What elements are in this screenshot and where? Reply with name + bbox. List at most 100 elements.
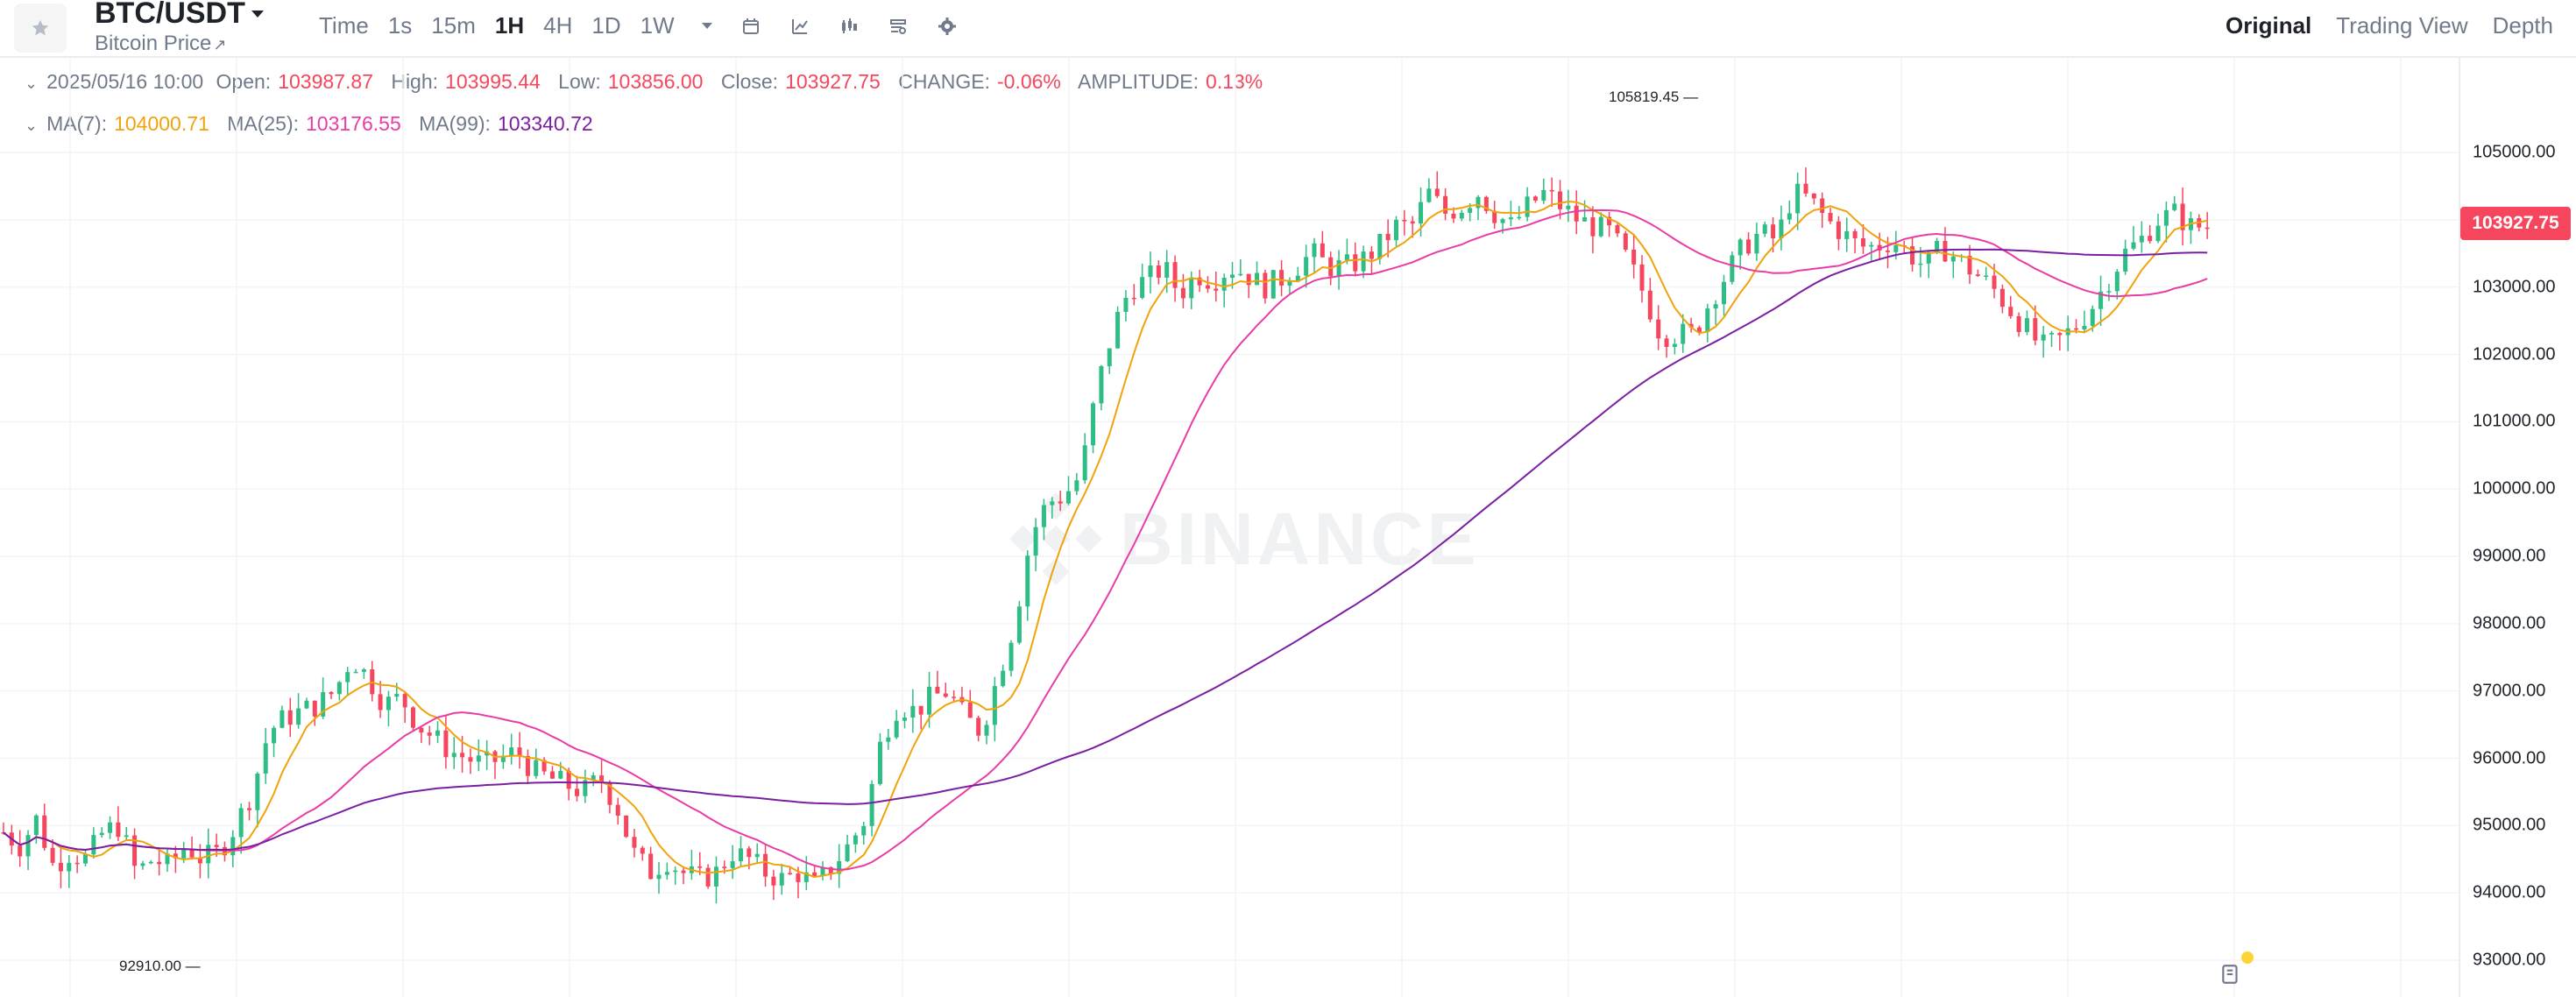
candle-down (2180, 203, 2185, 230)
interval-1d[interactable]: 1D (591, 12, 621, 39)
candle-up (1500, 219, 1505, 223)
candle-down (2008, 307, 2013, 316)
candle-down (648, 853, 654, 880)
candle-up (255, 774, 260, 810)
candle-down (1197, 277, 1202, 286)
candle-up (1189, 277, 1194, 299)
interval-time[interactable]: Time (319, 12, 369, 39)
view-tab-original[interactable]: Original (2226, 12, 2312, 39)
low-label: Low: (558, 70, 601, 93)
collapse-chevron-icon[interactable]: ⌄ (25, 74, 39, 92)
pair-title[interactable]: BTC/USDT (95, 0, 245, 30)
candle-up (1270, 270, 1276, 299)
candle-down (1532, 196, 1538, 201)
price-tick: 95000.00 (2473, 815, 2546, 835)
candle-down (1369, 251, 1374, 259)
candle-up (296, 708, 301, 725)
candle-up (1722, 281, 1726, 305)
favorite-button[interactable] (14, 4, 67, 53)
candle-up (509, 747, 514, 756)
candle-up (713, 866, 718, 887)
candle-down (378, 694, 383, 711)
candle-down (575, 788, 579, 796)
settings-gear-icon[interactable] (934, 13, 960, 39)
candle-down (967, 702, 973, 718)
candle-down (1943, 240, 1948, 262)
candle-down (1607, 216, 1612, 226)
candle-up (1074, 480, 1079, 491)
candle-down (402, 694, 407, 708)
view-tab-trading-view[interactable]: Trading View (2336, 12, 2468, 39)
low-value: 103856.00 (607, 70, 704, 93)
interval-1h[interactable]: 1H (494, 12, 525, 39)
collapse-chevron-icon[interactable]: ⌄ (25, 117, 39, 134)
interval-15m[interactable]: 15m (431, 12, 476, 39)
ohlc-legend: ⌄ 2025/05/16 10:00 Open: 103987.87 High: 10… (25, 70, 1275, 94)
candle-down (329, 692, 334, 695)
watermark: BINANCE (1008, 491, 1480, 587)
candlestick-chart[interactable] (0, 58, 2459, 997)
candle-down (1886, 250, 1890, 252)
external-link-icon: ↗ (213, 36, 227, 53)
calendar-icon[interactable] (738, 13, 764, 39)
candle-up (1844, 230, 1850, 239)
ma7-value: 104000.71 (114, 112, 209, 135)
price-tick: 102000.00 (2473, 344, 2556, 364)
candle-down (1967, 256, 1972, 275)
candle-down (1483, 196, 1489, 211)
candle-down (1434, 188, 1440, 196)
more-intervals-chevron-icon[interactable] (699, 20, 715, 32)
candle-up (140, 863, 145, 866)
interval-1s[interactable]: 1s (387, 12, 413, 39)
candle-up (1984, 275, 1989, 278)
candle-down (1172, 262, 1178, 288)
notes-button[interactable] (2215, 958, 2247, 990)
candle-up (2163, 209, 2169, 226)
candle-up (1426, 188, 1432, 202)
candle-up (1140, 277, 1145, 299)
candle-up (2123, 248, 2128, 272)
candle-up (1008, 642, 1014, 671)
candle-up (1869, 244, 1874, 247)
candle-up (1419, 202, 1424, 224)
candle-up (280, 710, 285, 728)
candle-up (238, 808, 244, 838)
candle-up (2139, 236, 2144, 243)
candle-up (739, 848, 743, 862)
candle-up (591, 775, 596, 781)
candle-up (394, 694, 400, 697)
indicators-icon[interactable] (885, 13, 911, 39)
ma7-line (3, 200, 2208, 879)
ma-legend: ⌄ MA(7): 104000.71 MA(25): 103176.55 MA(99)… (25, 112, 605, 136)
candle-up (25, 835, 31, 857)
chart-type-icon[interactable] (836, 13, 862, 39)
candle-down (935, 686, 940, 694)
candle-down (1451, 213, 1456, 219)
pair-subtitle-link[interactable]: Bitcoin Price ↗ (95, 32, 226, 56)
interval-1w[interactable]: 1W (640, 12, 675, 39)
candle-up (779, 873, 784, 886)
candle-up (754, 853, 760, 858)
price-axis[interactable]: 105000.00104000.00103000.00102000.001010… (2459, 58, 2576, 997)
candle-down (812, 872, 817, 877)
candle-down (18, 845, 23, 857)
interval-4h[interactable]: 4H (543, 12, 573, 39)
candle-up (1066, 491, 1071, 504)
candle-up (1918, 263, 1923, 265)
candle-up (1705, 308, 1710, 333)
low-annotation-value: 92910.00 (119, 957, 181, 974)
candle-up (451, 753, 456, 758)
candle-down (189, 849, 195, 858)
candle-down (1811, 193, 1816, 199)
view-tab-depth[interactable]: Depth (2492, 12, 2553, 39)
drawing-tools-icon[interactable] (787, 13, 813, 39)
candle-down (157, 861, 162, 865)
high-annotation: 105819.45 — (1609, 88, 1699, 106)
candle-up (485, 751, 490, 756)
candle-up (1033, 527, 1038, 556)
candle-up (583, 780, 588, 796)
candle-up (91, 835, 96, 855)
candle-down (1623, 233, 1628, 250)
candle-down (42, 815, 47, 848)
chevron-down-icon[interactable] (249, 7, 266, 21)
